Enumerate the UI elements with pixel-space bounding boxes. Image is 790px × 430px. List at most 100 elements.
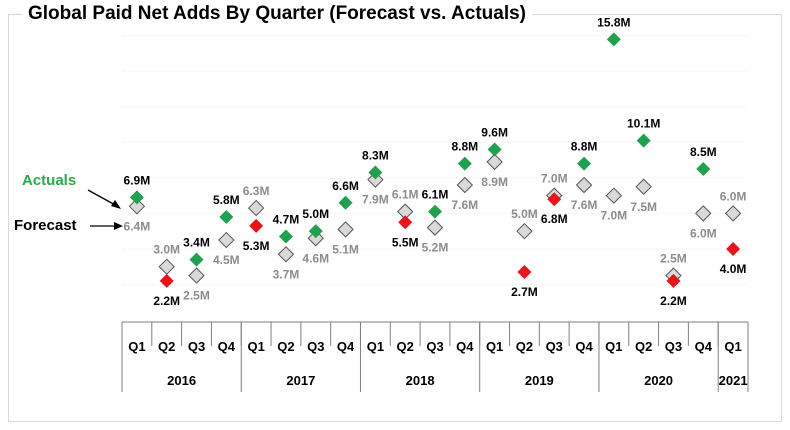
forecast-point bbox=[337, 221, 354, 238]
year-label: 2020 bbox=[644, 373, 673, 388]
actual-value-label: 8.3M bbox=[362, 149, 389, 163]
year-label: 2019 bbox=[525, 373, 554, 388]
quarter-label: Q2 bbox=[277, 339, 294, 354]
forecast-point bbox=[218, 231, 235, 249]
year-label: 2018 bbox=[406, 373, 435, 388]
forecast-value-label: 4.6M bbox=[302, 251, 329, 265]
forecast-value-label: 3.0M bbox=[153, 243, 180, 257]
forecast-point bbox=[695, 205, 712, 222]
actual-point bbox=[487, 142, 502, 157]
quarter-label: Q3 bbox=[426, 339, 443, 354]
actual-value-label: 6.8M bbox=[541, 212, 568, 226]
actual-point bbox=[398, 215, 413, 230]
forecast-point bbox=[724, 205, 742, 222]
quarter-label: Q3 bbox=[307, 339, 324, 354]
actual-value-label: 8.8M bbox=[571, 140, 598, 154]
quarter-label: Q3 bbox=[546, 339, 563, 354]
forecast-value-label: 5.1M bbox=[332, 242, 359, 256]
quarter-label: Q4 bbox=[575, 339, 593, 354]
actual-point bbox=[368, 165, 383, 180]
year-label: 2016 bbox=[167, 373, 196, 388]
actual-value-label: 3.4M bbox=[183, 236, 210, 250]
quarter-label: Q3 bbox=[188, 339, 205, 354]
actual-value-label: 5.3M bbox=[243, 239, 270, 253]
forecast-value-label: 7.6M bbox=[451, 198, 478, 212]
forecast-point bbox=[128, 198, 146, 215]
legend-actuals-label: Actuals bbox=[22, 172, 77, 189]
actual-point bbox=[308, 224, 323, 239]
year-label: 2021 bbox=[719, 373, 748, 388]
quarter-label: Q4 bbox=[456, 339, 474, 354]
actual-value-label: 2.2M bbox=[153, 294, 180, 308]
forecast-value-label: 6.4M bbox=[124, 219, 151, 233]
actual-point bbox=[159, 273, 174, 288]
forecast-point bbox=[247, 199, 265, 217]
actual-value-label: 9.6M bbox=[481, 125, 508, 139]
actual-value-label: 5.0M bbox=[302, 207, 329, 221]
forecast-point bbox=[307, 230, 324, 247]
forecast-value-label: 7.6M bbox=[571, 198, 598, 212]
actual-point bbox=[338, 195, 353, 210]
actual-point bbox=[189, 252, 204, 267]
actual-value-label: 6.1M bbox=[422, 188, 449, 202]
legend-forecast-label: Forecast bbox=[14, 217, 77, 234]
actual-value-label: 8.5M bbox=[690, 145, 717, 159]
forecast-point bbox=[605, 187, 623, 204]
forecast-value-label: 4.5M bbox=[213, 253, 240, 267]
forecast-point bbox=[367, 171, 384, 188]
quarter-label: Q2 bbox=[397, 339, 414, 354]
forecast-value-label: 8.9M bbox=[481, 175, 508, 189]
forecast-point bbox=[188, 267, 205, 284]
quarter-label: Q1 bbox=[605, 339, 622, 354]
actual-value-label: 4.7M bbox=[273, 213, 300, 227]
quarter-label: Q1 bbox=[367, 339, 384, 354]
quarter-label: Q4 bbox=[695, 339, 713, 354]
quarter-label: Q1 bbox=[128, 339, 145, 354]
forecast-point bbox=[426, 219, 444, 236]
actual-value-label: 15.8M bbox=[597, 15, 630, 29]
actual-point bbox=[696, 162, 711, 176]
actual-point bbox=[636, 133, 651, 148]
actual-value-label: 8.8M bbox=[451, 140, 478, 154]
actual-value-label: 2.2M bbox=[660, 294, 687, 308]
actual-point bbox=[726, 241, 741, 256]
actual-point bbox=[517, 265, 532, 280]
actual-point bbox=[547, 192, 562, 207]
forecast-point bbox=[575, 176, 593, 194]
forecast-value-label: 7.0M bbox=[541, 172, 568, 186]
actual-value-label: 6.6M bbox=[332, 179, 359, 193]
actual-value-label: 10.1M bbox=[627, 117, 660, 131]
forecast-point bbox=[516, 222, 533, 240]
forecast-point bbox=[456, 176, 474, 194]
legend-arrows bbox=[87, 189, 123, 230]
quarter-label: Q3 bbox=[665, 339, 682, 354]
forecast-point bbox=[277, 246, 295, 263]
actual-point bbox=[219, 209, 234, 224]
year-label: 2017 bbox=[286, 373, 315, 388]
actual-point bbox=[428, 204, 442, 219]
quarter-label: Q4 bbox=[218, 339, 236, 354]
category-axis: Q1 Q2 Q3 Q4 Q1 Q2 Q3 Q4 Q1 Q2 Q3 Q4 Q1 Q2 Q3 Q4 Q1 Q2 Q3 Q4… bbox=[121, 321, 749, 392]
forecast-point bbox=[635, 178, 652, 195]
data-marks: 6.9M 6.4M 2.2M 3.0M3.4M 2.5M 5.8M 4.5M5.3M 6.3M… bbox=[124, 15, 747, 308]
actual-value-label: 2.7M bbox=[511, 285, 538, 299]
actual-point bbox=[606, 32, 621, 47]
forecast-point bbox=[158, 258, 175, 275]
forecast-value-label: 2.5M bbox=[660, 252, 687, 266]
quarter-label: Q2 bbox=[516, 339, 533, 354]
actual-point bbox=[457, 156, 472, 171]
quarter-label: Q2 bbox=[635, 339, 652, 354]
quarter-label: Q1 bbox=[486, 339, 503, 354]
actual-value-label: 4.0M bbox=[720, 262, 747, 276]
actual-point bbox=[249, 218, 264, 233]
quarter-label: Q4 bbox=[337, 339, 355, 354]
forecast-value-label: 5.2M bbox=[422, 241, 449, 255]
quarter-label: Q1 bbox=[247, 339, 264, 354]
forecast-value-label: 5.0M bbox=[511, 207, 538, 221]
forecast-value-label: 7.9M bbox=[362, 193, 389, 207]
forecast-point bbox=[486, 153, 503, 171]
forecast-value-label: 3.7M bbox=[273, 267, 300, 281]
actual-value-label: 5.8M bbox=[213, 193, 240, 207]
quarter-label: Q1 bbox=[724, 339, 741, 354]
